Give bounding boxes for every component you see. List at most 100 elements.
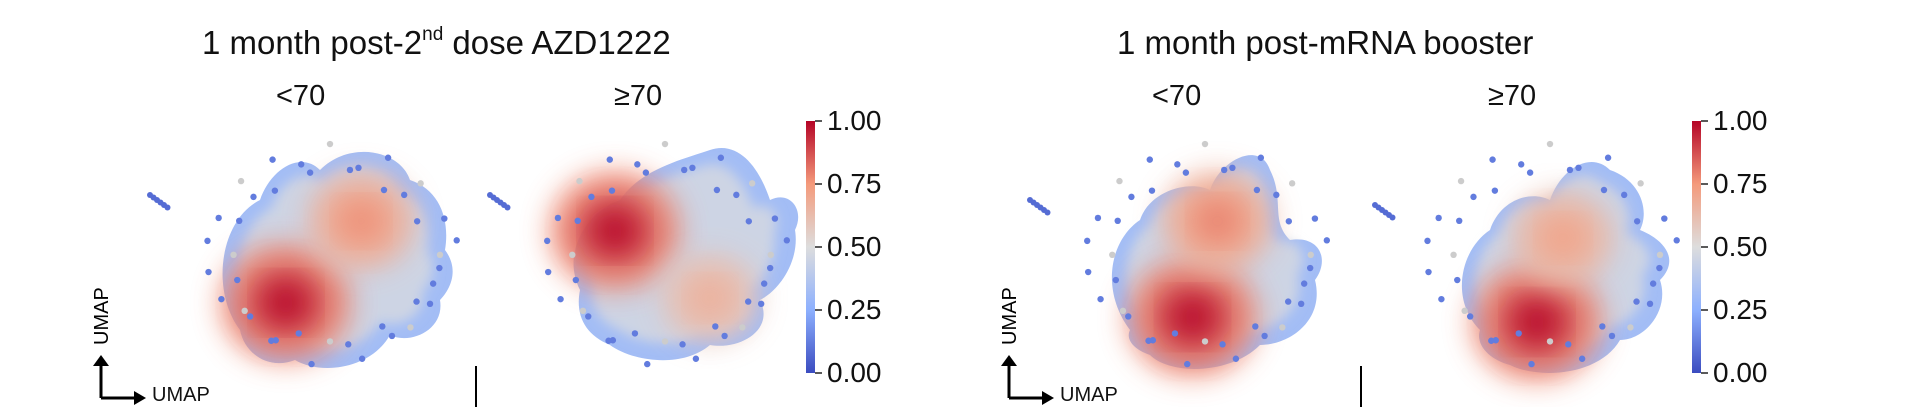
umap-cell-dot <box>1450 251 1457 258</box>
umap-cell-dot <box>1279 324 1286 331</box>
umap-cell-dot <box>689 164 696 172</box>
umap-cell-dot <box>1288 180 1296 187</box>
umap-cell-dot <box>436 264 443 272</box>
umap-cell-dot <box>388 332 396 340</box>
umap-cell-dot <box>733 191 740 199</box>
umap-cell-dot <box>1435 214 1442 222</box>
umap-cell-dot <box>345 341 352 348</box>
colorbar-azd-tick-1: 1.00 <box>827 105 882 136</box>
density-peak-0-level-2 <box>590 208 640 253</box>
umap-cell-dot <box>295 330 302 337</box>
umap-cell-dot <box>554 214 562 222</box>
umap-cell-dot <box>1633 298 1640 305</box>
density-peak-0-level-2 <box>1168 295 1217 340</box>
umap-cell-dot <box>1229 164 1236 172</box>
umap-cell-dot <box>588 193 595 201</box>
umap-cell-dot <box>572 276 580 284</box>
umap-cell-dot <box>767 251 774 258</box>
umap-cell-dot <box>680 166 688 174</box>
umap-cell-dot <box>1646 300 1654 308</box>
group-label-over70-mrna: ≥70 <box>1488 80 1537 112</box>
panel-title-mrna-booster: 1 month post-mRNA booster <box>1117 24 1534 61</box>
umap-cell-dot <box>1257 154 1265 161</box>
umap-cell-dot <box>1546 140 1554 148</box>
umap-cell-dot <box>453 237 460 244</box>
umap-cell-dot <box>1608 332 1616 340</box>
panel-title-azd1222-sup: nd <box>422 24 444 45</box>
umap-cell-dot <box>1171 330 1179 337</box>
colorbar-mrna-ticks <box>1701 120 1708 374</box>
panel-title-azd1222-pre: 1 month post-2 <box>202 24 423 61</box>
umap-cell-dot <box>271 187 279 194</box>
umap-cell-dot <box>413 218 421 225</box>
umap-cell-dot <box>1114 217 1121 225</box>
umap-cell-dot <box>1457 177 1465 185</box>
umap-cell-dot <box>1565 341 1572 348</box>
colorbar-mrna <box>1692 121 1701 373</box>
umap-cell-dot <box>1438 295 1445 303</box>
umap-cell-dot <box>441 215 448 222</box>
umap-cell-dot <box>407 324 414 331</box>
umap-cell-dot <box>413 298 420 305</box>
umap-cell-dot <box>1201 140 1209 148</box>
colorbar-azd-ticks <box>815 120 822 374</box>
umap-cell-dot <box>436 251 444 258</box>
umap-cell-dot <box>1297 300 1305 308</box>
colorbar-mrna-tick-4: 0.25 <box>1713 294 1768 325</box>
umap-cell-dot <box>1261 332 1268 340</box>
umap-cell-dot <box>379 323 386 330</box>
umap-cell-dot <box>241 307 248 315</box>
umap-cell-dot <box>236 217 243 225</box>
density-peak-1-level-2 <box>1197 202 1238 240</box>
umap-cell-dot <box>234 276 241 284</box>
umap-cell-dot <box>1285 218 1293 225</box>
density-peak-0-level-2 <box>1512 300 1562 344</box>
umap-cell-dot <box>1566 166 1574 174</box>
umap-stray-dot <box>1389 214 1396 221</box>
umap-cell-dot <box>679 341 686 348</box>
colorbar-azd <box>806 121 815 373</box>
umap-cell-dot <box>606 156 613 163</box>
umap-cell-dot <box>1306 264 1314 272</box>
umap-cell-dot <box>574 217 581 225</box>
umap-cell-dot <box>1146 156 1153 163</box>
umap-cell-dot <box>1182 169 1190 176</box>
density-peak-1-level-2 <box>692 281 728 315</box>
umap-cell-dot <box>1575 164 1582 172</box>
umap-cell-dot <box>1425 268 1432 276</box>
umap-arrow-up-azd <box>93 355 109 366</box>
umap-cell-dot <box>1604 154 1612 161</box>
umap-cell-dot <box>544 237 551 245</box>
umap-cell-dot <box>1273 191 1280 199</box>
umap-cell-dot <box>1232 355 1240 362</box>
umap-stray-dot <box>164 204 171 211</box>
umap-cell-dot <box>757 300 765 308</box>
umap-cell-dot <box>631 330 639 337</box>
umap-cell-dot <box>1600 186 1608 194</box>
umap-arrow-up-mrna <box>1001 355 1017 366</box>
umap-density-mrna-over70 <box>1424 140 1680 382</box>
umap-density-mrna-under70 <box>1084 140 1331 378</box>
umap-cell-dot <box>215 214 222 222</box>
umap-cell-dot <box>1489 156 1496 163</box>
umap-density-azd-under70 <box>204 140 460 368</box>
umap-stray-dot <box>1044 209 1051 216</box>
umap-cell-dot <box>1128 193 1135 201</box>
umap-cell-dot <box>268 337 275 344</box>
umap-cell-dot <box>326 338 334 345</box>
panel-title-azd1222: 1 month post-2nd dose AZD1222 <box>202 24 671 62</box>
umap-cell-dot <box>230 251 237 258</box>
umap-cell-dot <box>1599 323 1606 330</box>
umap-cell-dot <box>1201 338 1209 345</box>
umap-axes-arrows-mrna <box>1007 362 1046 400</box>
panel-title-azd1222-post: dose AZD1222 <box>443 24 671 61</box>
density-peak-0-level-2 <box>261 280 310 325</box>
umap-cell-dot <box>358 355 366 362</box>
density-peak-1-level-2 <box>341 203 382 240</box>
umap-cell-dot <box>205 268 212 276</box>
umap-cell-dot <box>766 264 774 272</box>
umap-cell-dot <box>713 186 721 194</box>
umap-cell-dot <box>384 154 392 161</box>
umap-cell-dot <box>748 180 756 187</box>
umap-arrow-right-mrna <box>1042 391 1054 405</box>
